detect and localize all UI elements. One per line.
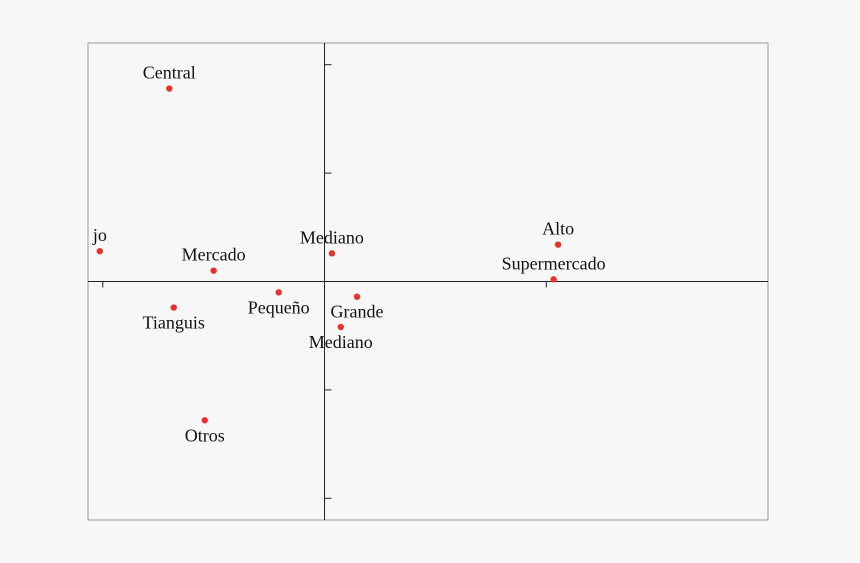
data-point	[275, 289, 282, 296]
data-point	[201, 417, 208, 424]
data-point-label: Tianguis	[143, 313, 205, 333]
data-point-label: Mediano	[309, 332, 373, 352]
data-point-label: Supermercado	[502, 253, 606, 273]
data-point	[210, 267, 217, 274]
data-point	[353, 293, 361, 300]
data-point	[550, 276, 557, 283]
points-layer	[96, 85, 562, 424]
data-point-label: jo	[92, 225, 107, 245]
data-point-label: Central	[143, 63, 196, 83]
labels-layer: Central jo Mercado Mediano Alto Supermercado T…	[92, 63, 606, 446]
data-point	[554, 241, 562, 248]
data-point	[170, 304, 177, 311]
data-point-label: Pequeño	[248, 297, 310, 317]
axes-layer	[88, 43, 768, 520]
data-point-label: Mediano	[300, 227, 364, 247]
data-point	[328, 250, 336, 257]
data-point	[337, 323, 344, 331]
data-point-label: Alto	[542, 219, 574, 239]
data-point	[166, 85, 173, 92]
data-point	[96, 247, 104, 255]
data-point-label: Otros	[185, 425, 225, 445]
data-point-label: Grande	[331, 302, 384, 322]
data-point-label: Mercado	[182, 245, 246, 265]
